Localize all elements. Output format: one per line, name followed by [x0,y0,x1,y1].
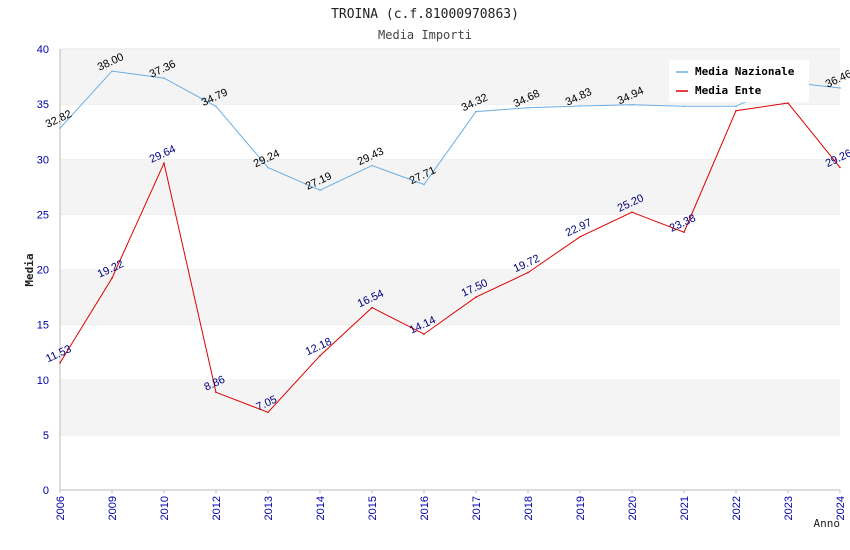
legend: Media Nazionale Media Ente [669,60,809,102]
data-point [215,105,217,108]
data-point [631,103,633,106]
grid-band [60,214,840,270]
x-tick-label: 2014 [315,496,327,520]
data-point [319,354,321,357]
data-point [371,164,373,167]
data-point [59,362,61,364]
y-tick-label: 5 [43,430,49,442]
x-tick-label: 2017 [471,496,483,520]
data-point [111,277,113,279]
y-tick-label: 40 [37,44,49,56]
x-ticks: 2006 2009 2010 2012 2013 2014 2015 2016 2017 2018… [55,490,847,520]
data-point [111,70,113,72]
grid-band [60,379,840,435]
data-point [475,110,477,113]
data-point [579,235,581,238]
x-tick-label: 2006 [55,496,67,520]
x-tick-label: 2016 [419,496,431,520]
grid-band [60,104,840,160]
data-point [527,271,529,274]
y-tick-label: 30 [37,154,49,166]
data-point [475,296,477,298]
data-point [267,166,269,169]
y-tick-label: 25 [37,209,49,221]
grid-band [60,269,840,325]
data-point [631,211,633,213]
legend-box [669,60,809,102]
x-tick-label: 2023 [783,496,795,520]
y-tick-label: 15 [37,320,49,332]
x-tick-label: 2012 [211,496,223,520]
data-point [683,231,685,234]
series-line-media-ente [59,102,841,413]
y-ticks: 0 5 10 15 20 25 30 35 40 [37,44,49,497]
data-point [59,127,61,129]
data-point [839,87,841,89]
y-tick-label: 10 [37,375,49,387]
series-lines [59,70,841,414]
y-tick-label: 20 [37,265,49,277]
data-point [839,166,841,169]
data-point [267,411,269,414]
y-tick-label: 0 [43,485,49,497]
y-axis-label: Media [23,253,36,286]
x-tick-label: 2009 [107,496,119,520]
x-axis-label: Anno [814,517,841,530]
x-tick-label: 2024 [835,496,847,520]
data-point [371,306,373,309]
x-tick-label: 2018 [523,496,535,520]
chart-subtitle: Media Importi [378,28,472,42]
x-tick-label: 2020 [627,496,639,520]
data-point [319,189,321,192]
data-point [163,77,165,79]
legend-label-media-nazionale: Media Nazionale [695,65,795,78]
chart-title: TROINA (c.f.81000970863) [331,7,519,22]
x-tick-label: 2022 [731,496,743,520]
legend-label-media-ente: Media Ente [695,84,762,97]
x-tick-label: 2015 [367,496,379,520]
data-point [163,162,165,165]
series-line-media-nazionale [59,70,841,191]
data-point [787,102,789,104]
x-tick-label: 2021 [679,496,691,520]
x-tick-label: 2019 [575,496,587,520]
data-point [527,106,529,109]
data-point [423,183,425,186]
data-point [683,105,685,108]
grid-band [60,434,840,490]
data-point [735,105,737,108]
grid-band [60,324,840,380]
x-tick-label: 2013 [263,496,275,520]
grid-bands [60,48,840,490]
data-point [423,333,425,335]
x-tick-label: 2010 [159,496,171,520]
data-point [735,109,737,112]
grid-band [60,159,840,215]
data-point [579,105,581,107]
data-point [215,391,217,394]
y-tick-label: 35 [37,99,49,111]
